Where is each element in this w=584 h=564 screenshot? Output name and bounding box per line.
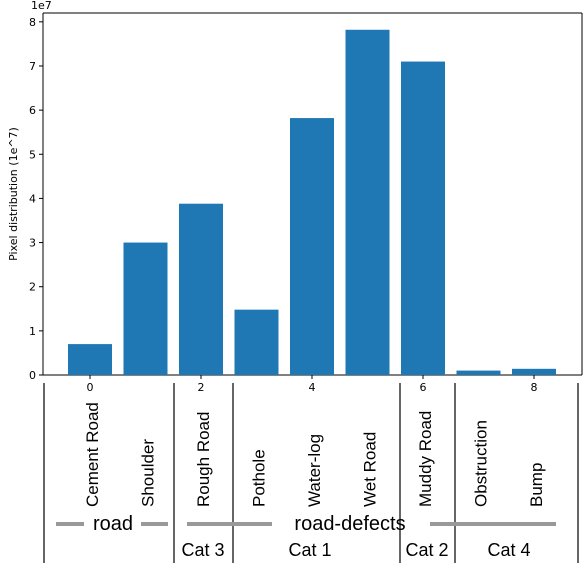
bars bbox=[68, 29, 556, 376]
subgroup-label-cat3: Cat 3 bbox=[181, 540, 224, 560]
bar bbox=[512, 368, 556, 375]
bar bbox=[290, 118, 334, 375]
category-table: road road-defects Cat 3 Cat 1 Cat 2 Cat … bbox=[43, 383, 579, 563]
y-axis-label: Pixel distribution (1e^7) bbox=[7, 127, 20, 261]
y-tick-label: 4 bbox=[29, 192, 36, 205]
category-label: Cement Road bbox=[83, 402, 102, 507]
category-label: Shoulder bbox=[139, 439, 158, 507]
subgroup-label-cat2: Cat 2 bbox=[405, 540, 448, 560]
bar bbox=[234, 309, 279, 375]
x-tick-label: 6 bbox=[420, 381, 427, 394]
category-label: Bump bbox=[527, 463, 546, 507]
x-ticks: 0 2 4 6 8 bbox=[87, 375, 538, 394]
category-label: Rough Road bbox=[194, 412, 213, 507]
group-label-road: road bbox=[93, 513, 133, 535]
bar bbox=[68, 344, 112, 375]
category-label: Muddy Road bbox=[416, 411, 435, 507]
bar bbox=[179, 203, 223, 375]
y-tick-label: 0 bbox=[29, 369, 36, 382]
y-tick-label: 3 bbox=[29, 237, 36, 250]
y-tick-label: 2 bbox=[29, 281, 36, 294]
y-tick-label: 1 bbox=[29, 325, 36, 338]
y-offset-text: 1e7 bbox=[31, 0, 52, 12]
subgroup-label-cat4: Cat 4 bbox=[487, 540, 530, 560]
bar bbox=[401, 61, 445, 375]
subgroup-label-cat1: Cat 1 bbox=[288, 540, 331, 560]
bar bbox=[456, 370, 501, 375]
category-label: Obstruction bbox=[472, 420, 491, 507]
x-tick-label: 0 bbox=[87, 381, 94, 394]
y-tick-label: 6 bbox=[29, 104, 36, 117]
bar bbox=[345, 29, 390, 376]
y-tick-label: 8 bbox=[29, 16, 36, 29]
y-ticks: 0 1 2 3 4 5 6 7 8 bbox=[29, 16, 43, 382]
category-labels: Cement Road Shoulder Rough Road Pothole Wate… bbox=[83, 402, 546, 507]
group-label-road-defects: road-defects bbox=[294, 513, 405, 535]
y-tick-label: 7 bbox=[29, 60, 36, 73]
y-tick-label: 5 bbox=[29, 148, 36, 161]
bar bbox=[123, 242, 168, 375]
x-tick-label: 4 bbox=[309, 381, 316, 394]
x-tick-label: 2 bbox=[198, 381, 205, 394]
x-tick-label: 8 bbox=[531, 381, 538, 394]
category-label: Pothole bbox=[250, 449, 269, 507]
category-label: Water-log bbox=[305, 434, 324, 507]
category-label: Wet Road bbox=[361, 432, 380, 507]
